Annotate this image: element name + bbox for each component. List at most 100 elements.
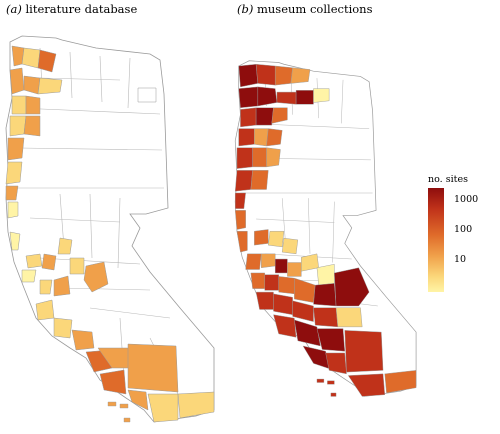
county: [278, 276, 295, 295]
county: [7, 137, 25, 161]
island: [316, 378, 325, 383]
panel-a-title: (a) literature database: [6, 2, 137, 16]
colored-counties-a: [5, 45, 215, 423]
county: [236, 231, 248, 253]
county: [127, 389, 149, 411]
county: [9, 231, 21, 251]
county: [53, 275, 71, 297]
county: [294, 319, 321, 347]
county: [234, 170, 253, 192]
county: [238, 86, 259, 108]
county: [271, 107, 288, 124]
map-literature-database: [5, 35, 215, 423]
county: [255, 291, 274, 310]
islands-b: [316, 378, 337, 397]
panel-a-letter: (a): [6, 2, 22, 16]
islands-a: [107, 401, 131, 423]
county: [255, 107, 274, 126]
county: [273, 293, 293, 315]
panel-a-label: literature database: [25, 2, 138, 16]
county: [41, 253, 57, 271]
county: [295, 90, 314, 105]
legend-color-bar: [428, 188, 444, 292]
legend-title: no. sites: [428, 174, 468, 185]
county: [99, 369, 127, 395]
county: [5, 185, 19, 201]
colored-counties-b: [234, 64, 417, 397]
county: [234, 210, 246, 230]
county: [347, 373, 386, 397]
island: [107, 401, 117, 407]
county: [268, 231, 285, 248]
county: [384, 370, 417, 394]
county: [292, 300, 314, 322]
county: [238, 128, 255, 147]
county: [266, 128, 283, 147]
legend: no. sites 1000 100 10: [428, 174, 498, 294]
county: [276, 91, 297, 105]
county: [71, 329, 95, 351]
county: [83, 261, 109, 293]
county: [316, 328, 346, 352]
county: [313, 307, 339, 328]
county: [335, 307, 363, 328]
county: [334, 267, 370, 307]
county: [261, 253, 276, 268]
county: [344, 330, 384, 373]
island: [119, 403, 129, 409]
county: [250, 272, 265, 289]
panel-b-title: (b) museum collections: [237, 2, 372, 16]
panel-b-label: museum collections: [257, 2, 373, 16]
county: [245, 253, 262, 270]
county: [23, 115, 41, 137]
county: [127, 343, 179, 393]
county: [25, 253, 43, 269]
county: [264, 274, 279, 291]
county: [254, 229, 269, 246]
island: [123, 417, 131, 423]
county: [7, 201, 19, 219]
county: [325, 352, 347, 375]
county: [9, 115, 27, 137]
county: [177, 391, 215, 419]
county: [240, 107, 257, 128]
island: [327, 380, 335, 385]
county: [147, 393, 179, 423]
county: [25, 95, 41, 115]
county: [5, 161, 23, 185]
county: [266, 147, 281, 168]
county: [257, 86, 278, 107]
county: [57, 237, 73, 255]
county: [273, 314, 297, 338]
county: [287, 262, 302, 277]
panel-b-letter: (b): [237, 2, 254, 16]
county: [21, 269, 37, 283]
county: [254, 128, 269, 147]
county: [255, 64, 276, 86]
county: [316, 263, 335, 286]
county: [137, 87, 157, 103]
county: [252, 147, 267, 168]
legend-label-1000: 1000: [454, 194, 479, 205]
county: [11, 95, 27, 115]
legend-tick: [444, 200, 448, 201]
county: [235, 192, 246, 209]
county: [250, 170, 269, 190]
county: [275, 258, 288, 274]
county: [313, 283, 337, 307]
county: [290, 67, 311, 84]
county: [39, 279, 53, 295]
map-museum-collections: [234, 60, 417, 397]
legend-label-10: 10: [454, 254, 467, 265]
county: [236, 147, 253, 169]
legend-tick: [444, 260, 448, 261]
county: [238, 64, 259, 88]
island: [330, 392, 337, 397]
county: [37, 77, 63, 95]
county: [281, 237, 299, 255]
county: [275, 65, 293, 86]
legend-label-100: 100: [454, 224, 473, 235]
county: [37, 49, 57, 73]
legend-tick: [444, 230, 448, 231]
county: [69, 257, 85, 275]
